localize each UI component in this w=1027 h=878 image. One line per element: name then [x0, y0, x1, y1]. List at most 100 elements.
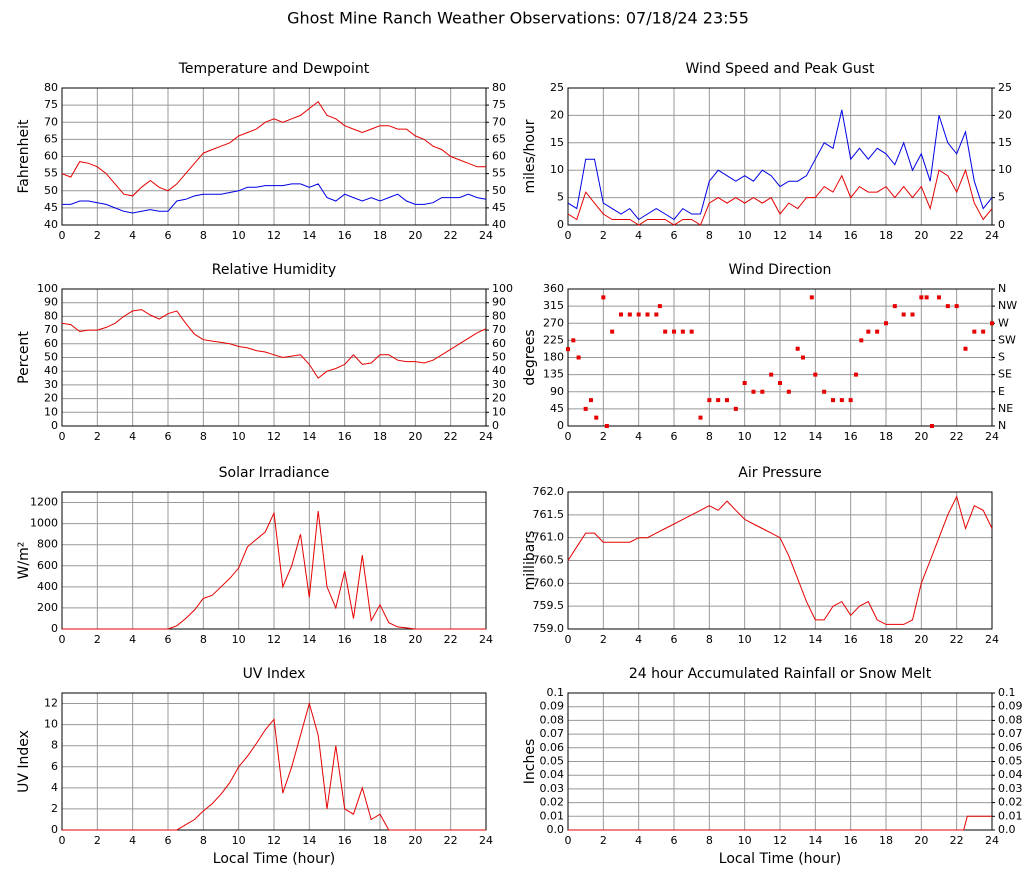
x-tick-label: 12 [267, 834, 281, 847]
y-tick-label: 10 [44, 718, 58, 731]
x-tick-label: 20 [408, 834, 422, 847]
x-tick-label: 8 [200, 229, 207, 242]
y2-tick-label: 0.03 [998, 782, 1023, 795]
x-tick-label: 10 [738, 633, 752, 646]
x-tick-label: 14 [302, 430, 316, 443]
y-tick-label: 0.01 [540, 809, 565, 822]
data-point [910, 312, 915, 317]
y-tick-label: 30 [44, 378, 58, 391]
data-line [61, 100, 486, 197]
data-point [919, 295, 924, 300]
y-tick-label: 200 [37, 601, 58, 614]
x-tick-label: 22 [950, 430, 964, 443]
x-tick-label: 4 [635, 229, 642, 242]
data-point [901, 312, 906, 317]
data-point [778, 380, 782, 385]
data-point [610, 329, 615, 334]
y-tick-label: 0.06 [540, 741, 565, 754]
x-axis-label: Local Time (hour) [213, 851, 335, 867]
x-tick-label: 24 [479, 430, 493, 443]
y2-tick-label: 0.04 [998, 768, 1023, 781]
y-tick-label: 5 [557, 191, 564, 204]
y2-tick-label: 90 [492, 296, 506, 309]
y2-tick-label: 70 [492, 115, 506, 128]
x-tick-label: 22 [444, 430, 458, 443]
y-tick-label: 0 [51, 823, 58, 836]
y-tick-label: 90 [44, 296, 58, 309]
x-tick-label: 10 [738, 430, 752, 443]
data-point [875, 329, 880, 334]
y2-tick-label: 0.06 [998, 741, 1023, 754]
y-tick-label: 50 [44, 351, 58, 364]
data-point [689, 329, 694, 334]
x-tick-label: 16 [844, 834, 858, 847]
x-tick-label: 8 [200, 430, 207, 443]
data-point [929, 424, 934, 428]
y-tick-label: 15 [550, 136, 564, 149]
y-tick-label: 45 [550, 402, 564, 415]
y-axis-label: Inches [522, 739, 538, 784]
data-point [751, 389, 756, 394]
chart-title: 24 hour Accumulated Rainfall or Snow Mel… [629, 666, 932, 682]
y2-tick-label: 75 [492, 98, 506, 111]
x-tick-label: 6 [165, 834, 172, 847]
data-point [963, 346, 968, 351]
x-tick-label: 18 [373, 229, 387, 242]
x-tick-label: 20 [914, 633, 928, 646]
y-tick-label: 759.5 [533, 599, 565, 612]
x-tick-label: 18 [373, 633, 387, 646]
y2-tick-label: 10 [492, 405, 506, 418]
y-tick-label: 0.08 [540, 713, 565, 726]
x-tick-label: 6 [165, 430, 172, 443]
y2-tick-label: 20 [998, 108, 1012, 121]
y-tick-label: 0.09 [540, 700, 565, 713]
y-tick-label: 761.5 [533, 508, 565, 521]
x-tick-label: 10 [738, 834, 752, 847]
y-axis-label: W/m² [16, 542, 32, 580]
y2-tick-label: E [998, 385, 1005, 398]
data-point [672, 329, 676, 334]
x-tick-label: 0 [565, 430, 572, 443]
x-tick-label: 2 [94, 430, 101, 443]
y2-tick-label: 30 [492, 378, 506, 391]
x-tick-label: 12 [773, 834, 787, 847]
plot-frame [567, 87, 993, 226]
x-tick-label: 18 [373, 430, 387, 443]
x-tick-label: 10 [232, 229, 246, 242]
data-point [892, 304, 897, 309]
chart-title: Wind Speed and Peak Gust [686, 61, 875, 77]
x-tick-label: 6 [165, 229, 172, 242]
y-axis-label: Percent [16, 331, 32, 384]
y-tick-label: 315 [543, 299, 564, 312]
data-point [680, 329, 685, 334]
chart-title: UV Index [243, 666, 306, 682]
y2-tick-label: S [998, 351, 1005, 364]
x-tick-label: 2 [94, 834, 101, 847]
data-point [657, 304, 662, 309]
y2-tick-label: NW [998, 299, 1017, 312]
y2-tick-label: NE [998, 402, 1013, 415]
y-tick-label: 1200 [30, 496, 58, 509]
x-tick-label: 16 [338, 834, 352, 847]
x-tick-label: 6 [671, 834, 678, 847]
data-point [760, 389, 765, 394]
data-point [725, 398, 729, 403]
x-tick-label: 4 [635, 834, 642, 847]
x-tick-label: 0 [59, 834, 66, 847]
y-tick-label: 135 [543, 368, 564, 381]
y-tick-label: 759.0 [533, 622, 565, 635]
data-point [742, 380, 747, 385]
y-tick-label: 0.07 [540, 727, 565, 740]
y-tick-label: 0.03 [540, 782, 565, 795]
x-tick-label: 16 [844, 430, 858, 443]
data-point [698, 415, 703, 420]
x-tick-label: 8 [200, 834, 207, 847]
x-tick-label: 14 [808, 430, 822, 443]
data-point [853, 372, 858, 377]
data-point [859, 338, 864, 343]
data-point [733, 406, 738, 411]
y-tick-label: 0 [557, 419, 564, 432]
x-tick-label: 14 [302, 229, 316, 242]
x-tick-label: 10 [232, 834, 246, 847]
data-point [663, 329, 668, 334]
